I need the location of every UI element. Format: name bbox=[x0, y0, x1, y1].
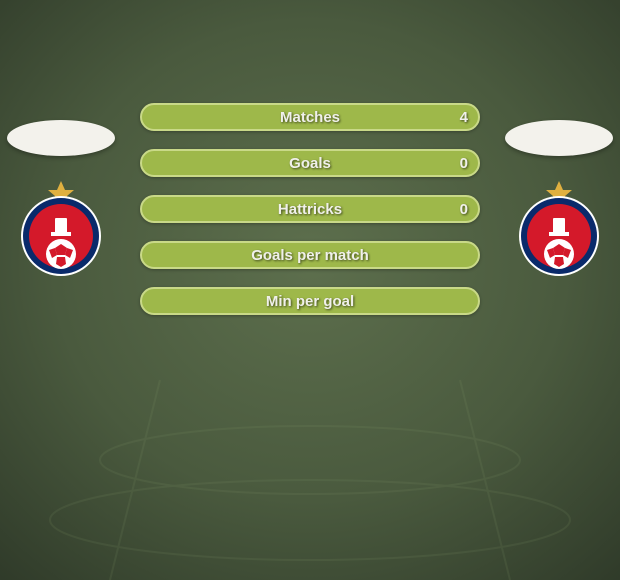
stat-right-value: 4 bbox=[460, 109, 468, 126]
player-b-column bbox=[504, 120, 614, 278]
player-b-avatar-placeholder bbox=[505, 120, 613, 156]
stat-row-goals-per-match: Goals per match bbox=[140, 241, 480, 269]
player-b-club-badge bbox=[509, 178, 609, 278]
stat-row-min-per-goal: Min per goal bbox=[140, 287, 480, 315]
player-a-club-badge bbox=[11, 178, 111, 278]
stat-row-hattricks: Hattricks 0 bbox=[140, 195, 480, 223]
stat-label: Min per goal bbox=[266, 293, 354, 310]
stat-row-goals: Goals 0 bbox=[140, 149, 480, 177]
stat-label: Goals bbox=[289, 155, 331, 172]
player-a-avatar-placeholder bbox=[7, 120, 115, 156]
player-a-column bbox=[6, 120, 116, 278]
stat-right-value: 0 bbox=[460, 201, 468, 218]
stat-row-matches: Matches 4 bbox=[140, 103, 480, 131]
stat-right-value: 0 bbox=[460, 155, 468, 172]
stat-label: Matches bbox=[280, 109, 340, 126]
stat-label: Goals per match bbox=[251, 247, 369, 264]
stat-label: Hattricks bbox=[278, 201, 342, 218]
